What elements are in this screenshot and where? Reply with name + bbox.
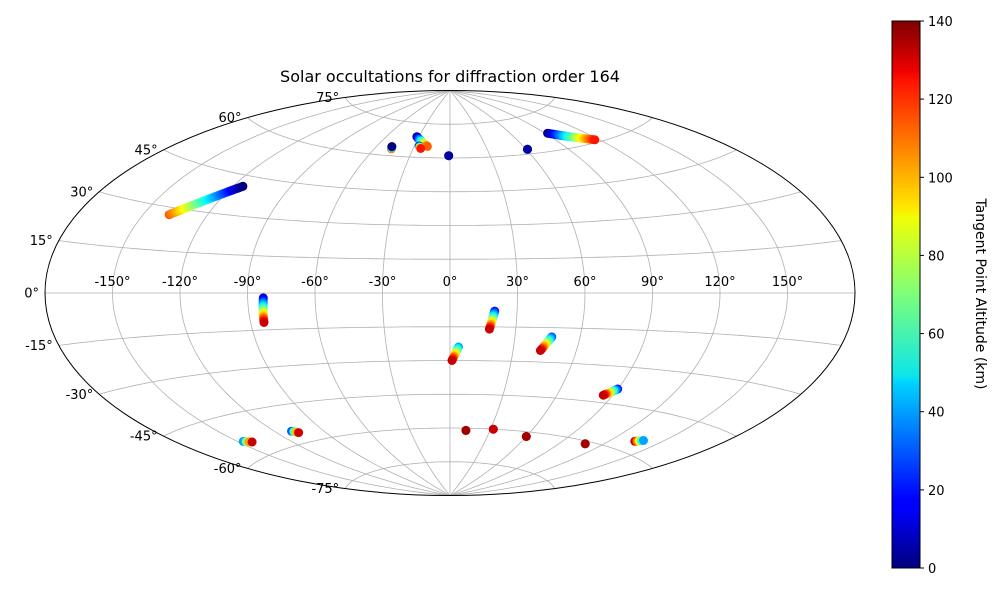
data-point [523,144,532,154]
data-point [416,143,426,153]
data-point [598,390,608,400]
data-point [294,428,304,438]
longitude-tick-label: 0° [443,275,458,290]
longitude-tick-label: -60° [301,275,329,290]
latitude-tick-label: 45° [135,143,158,158]
longitude-tick-label: 90° [641,275,664,290]
data-point [590,135,600,145]
colorbar-tick-label: 120 [928,93,953,108]
chart-title: Solar occultations for diffraction order… [280,67,620,86]
longitude-tick-label: -120° [162,275,198,290]
data-point [238,181,248,191]
data-point [461,425,471,435]
data-point [387,142,397,151]
data-point [447,356,457,365]
colorbar-tick-label: 0 [928,562,936,577]
colorbar: 0 20 40 60 80 100 120 140 Tangent Point Altitud… [891,15,988,577]
longitude-tick-label: 30° [506,275,529,290]
data-point [639,436,648,445]
colorbar-tick-label: 100 [928,171,953,186]
longitude-tick-label: -150° [94,275,130,290]
latitude-tick-label: -15° [25,339,53,354]
data-point [444,151,454,161]
latitude-tick-label: 30° [70,185,93,200]
longitude-tick-label: 120° [704,275,735,290]
parallel-line [247,427,653,469]
latitude-tick-label: 60° [218,111,241,126]
longitude-tick-labels: -150° -120° -90° -60° -30° 0° 30° 60° 90° 120° 150… [94,275,803,290]
colorbar-label: Tangent Point Altitude (km) [972,197,988,389]
latitude-tick-label: -60° [214,462,242,477]
map-boundary [44,90,856,496]
data-point [484,324,494,334]
parallel-line [58,240,842,260]
data-point [488,424,498,434]
data-points [164,128,648,449]
colorbar-tick-label: 140 [928,15,953,30]
longitude-tick-label: 150° [772,275,803,290]
latitude-tick-label: 75° [316,91,339,106]
latitude-tick-label: -75° [311,482,339,497]
parallel-line [344,461,556,489]
colorbar-tick-label: 20 [928,484,945,499]
colorbar-tick-label: 60 [928,328,945,343]
longitude-tick-label: -90° [234,275,262,290]
latitude-tick-label: 0° [24,287,39,302]
longitude-tick-label: 60° [573,275,596,290]
latitude-tick-label: -30° [66,388,94,403]
colorbar-tick-label: 40 [928,406,945,421]
data-point [535,346,545,355]
parallel-line [163,393,737,437]
colorbar-tick-label: 80 [928,249,945,264]
data-point [521,432,531,441]
parallel-line [163,149,737,193]
data-point [259,318,269,327]
parallel-line [99,191,801,226]
colorbar-gradient [891,20,921,569]
parallel-line [58,326,842,346]
colorbar-ticks: 0 20 40 60 80 100 120 140 [920,15,953,577]
latitude-tick-label: 15° [30,234,53,249]
latitude-tick-labels: 75° 60° 45° 30° 15° 0° -15° -30° -45° -60° -75° [24,91,339,497]
parallel-line [344,97,556,125]
data-point [580,439,590,449]
graticule-grid [45,90,855,496]
latitude-tick-label: -45° [130,430,158,445]
longitude-tick-label: -30° [369,275,397,290]
data-point [247,437,257,447]
